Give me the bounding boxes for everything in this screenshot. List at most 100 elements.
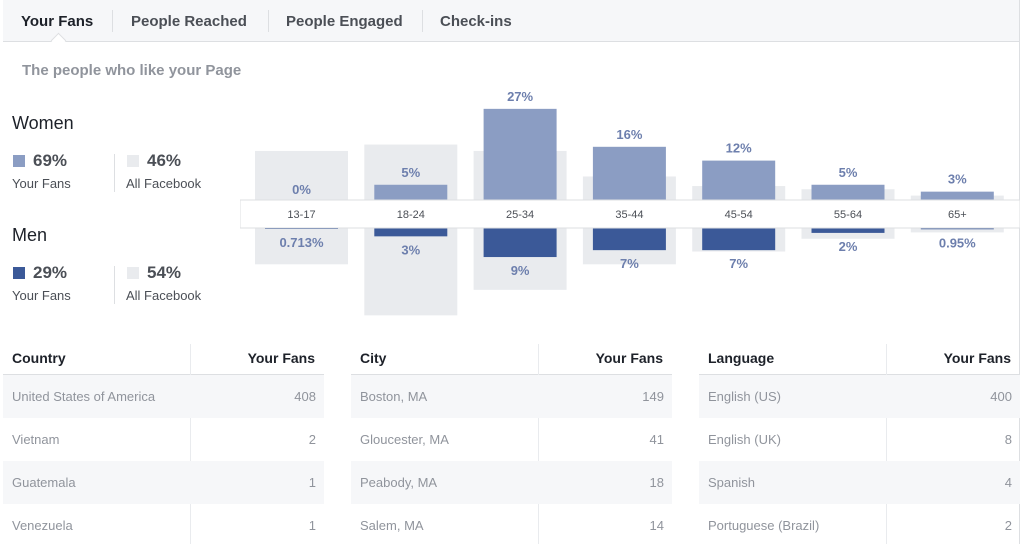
women-data-label: 12% <box>726 141 752 156</box>
all-facebook-men-bar <box>364 226 458 316</box>
language-fan-count: 2 <box>1004 518 1012 533</box>
age-axis-strip <box>240 199 1020 229</box>
age-tick-label: 13-17 <box>287 209 315 221</box>
women-fans-bar <box>483 108 557 202</box>
tab-your-fans[interactable]: Your Fans <box>21 13 94 30</box>
tab-people-engaged[interactable]: People Engaged <box>286 13 403 30</box>
city-fans-column-header[interactable]: Your Fans <box>595 350 663 366</box>
men-fans-bar <box>374 226 448 237</box>
country-fans-column-header[interactable]: Your Fans <box>247 350 315 366</box>
column-divider <box>190 344 191 544</box>
city-column-header[interactable]: City <box>360 350 387 366</box>
women-data-label: 3% <box>948 172 967 187</box>
legend-divider <box>114 266 115 304</box>
language-column-header[interactable]: Language <box>708 350 775 366</box>
country-fan-count: 2 <box>308 432 316 447</box>
tab-divider <box>422 10 423 32</box>
men-title: Men <box>12 225 48 245</box>
table-row: Guatemala 1 <box>3 461 324 504</box>
table-row: Gloucester, MA 41 <box>351 418 672 461</box>
language-name: English (US) <box>708 389 781 404</box>
age-tick-label: 18-24 <box>397 209 425 221</box>
women-all-facebook-swatch <box>127 155 139 167</box>
table-row: English (US) 400 <box>699 375 1020 418</box>
men-fans-swatch <box>13 267 25 279</box>
men-data-label: 0.713% <box>279 235 324 250</box>
women-fans-bar <box>811 184 885 202</box>
language-name: English (UK) <box>708 432 781 447</box>
men-all-facebook-swatch <box>127 267 139 279</box>
language-fan-count: 400 <box>990 389 1012 404</box>
country-name: United States of America <box>12 389 156 404</box>
tab-divider <box>112 10 113 32</box>
column-divider <box>886 344 887 544</box>
city-fan-count: 14 <box>649 518 664 533</box>
women-fans-bar <box>920 191 994 202</box>
tab-people-reached[interactable]: People Reached <box>131 13 247 30</box>
city-fan-count: 149 <box>642 389 664 404</box>
city-name: Salem, MA <box>360 518 424 533</box>
men-data-label: 7% <box>620 256 639 271</box>
language-fans-column-header[interactable]: Your Fans <box>943 350 1011 366</box>
men-fans-label: Your Fans <box>12 288 71 303</box>
city-name: Peabody, MA <box>360 475 438 490</box>
language-fan-count: 8 <box>1004 432 1012 447</box>
age-gender-chart: 0% 0.713% 5% 3% 27% 9% 16% 7% 12% 7% 5% 2% 3% 0.95% 13… <box>240 89 1020 316</box>
city-name: Gloucester, MA <box>360 432 449 447</box>
tab-check-ins[interactable]: Check-ins <box>440 13 512 30</box>
men-data-label: 9% <box>511 263 530 278</box>
women-fans-label: Your Fans <box>12 176 71 191</box>
women-data-label: 5% <box>401 165 420 180</box>
women-all-facebook-label: All Facebook <box>126 176 202 191</box>
country-fan-count: 408 <box>294 389 316 404</box>
age-tick-label: 65+ <box>948 209 967 221</box>
language-name: Portuguese (Brazil) <box>708 518 820 533</box>
age-tick-label: 35-44 <box>615 209 643 221</box>
table-row: Boston, MA 149 <box>351 375 672 418</box>
tab-divider <box>268 10 269 32</box>
language-name: Spanish <box>708 475 755 490</box>
country-name: Venezuela <box>12 518 73 533</box>
all-facebook-women-bar <box>255 150 348 202</box>
men-data-label: 3% <box>401 242 420 257</box>
women-fans-swatch <box>13 155 25 167</box>
men-fans-pct: 29% <box>33 263 68 282</box>
table-row: Vietnam 2 <box>3 418 324 461</box>
women-all-facebook-pct: 46% <box>147 151 182 170</box>
section-subtitle: The people who like your Page <box>22 62 242 79</box>
men-data-label: 0.95% <box>939 235 976 250</box>
women-data-label: 16% <box>616 127 642 142</box>
table-row: United States of America 408 <box>3 375 324 418</box>
men-all-facebook-pct: 54% <box>147 263 182 282</box>
table-header <box>3 344 324 375</box>
tab-bar: Your Fans People Reached People Engaged … <box>3 0 1019 49</box>
women-data-label: 5% <box>839 165 858 180</box>
women-fans-pct: 69% <box>33 151 68 170</box>
city-fan-count: 18 <box>649 475 664 490</box>
men-fans-bar <box>592 226 666 251</box>
language-fan-count: 4 <box>1004 475 1012 490</box>
men-all-facebook-label: All Facebook <box>126 288 202 303</box>
country-fan-count: 1 <box>308 475 316 490</box>
age-tick-label: 45-54 <box>725 209 753 221</box>
men-fans-bar <box>702 226 776 251</box>
men-data-label: 2% <box>839 239 858 254</box>
men-fans-bar <box>483 226 557 258</box>
men-data-label: 7% <box>729 256 748 271</box>
country-name: Vietnam <box>12 432 60 447</box>
city-fan-count: 41 <box>649 432 664 447</box>
women-fans-bar <box>702 160 776 202</box>
table-row: Salem, MA 14 <box>351 504 672 547</box>
all-facebook-men-bar <box>255 226 348 265</box>
country-column-header[interactable]: Country <box>12 350 66 366</box>
country-name: Guatemala <box>12 475 76 490</box>
women-title: Women <box>12 113 74 133</box>
age-tick-label: 55-64 <box>834 209 862 221</box>
men-fans-bar <box>811 226 885 233</box>
table-row: Spanish 4 <box>699 461 1020 504</box>
country-fan-count: 1 <box>308 518 316 533</box>
age-tick-label: 25-34 <box>506 209 534 221</box>
table-row: English (UK) 8 <box>699 418 1020 461</box>
women-fans-bar <box>374 184 448 202</box>
table-row: Portuguese (Brazil) 2 <box>699 504 1020 547</box>
